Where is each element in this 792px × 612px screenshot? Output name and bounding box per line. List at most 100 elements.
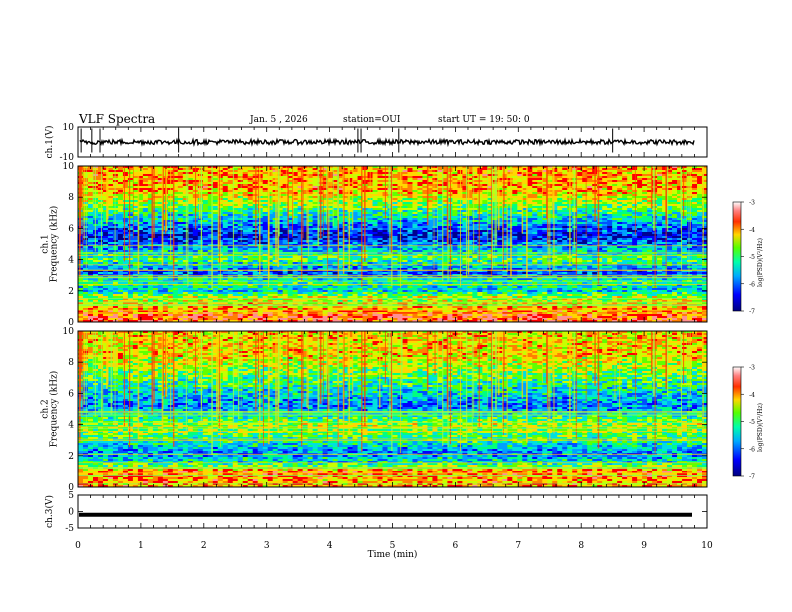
spectrogram-cell: [472, 170, 478, 173]
spectrogram-cell: [597, 198, 603, 201]
spectrogram-cell: [422, 190, 428, 193]
spectrogram-cell: [482, 214, 488, 217]
spectrogram-cell: [622, 218, 628, 221]
spectrogram-cell: [522, 200, 528, 203]
spectrogram-cell: [357, 178, 363, 181]
spectrogram-cell: [502, 188, 508, 191]
spectrogram-cell: [182, 178, 189, 181]
spectrogram-cell: [172, 214, 179, 217]
spectrogram-cell: [642, 192, 648, 195]
spectrogram-cell: [107, 186, 114, 189]
spectrogram-cell: [102, 170, 109, 173]
spectrogram-cell: [582, 234, 588, 237]
spectrogram-cell: [607, 228, 613, 231]
spectrogram-cell: [437, 184, 443, 187]
spectrogram-cell: [237, 194, 244, 197]
spectrogram-cell: [377, 242, 383, 245]
spectrogram-cell: [372, 214, 378, 217]
spectrogram-cell: [212, 182, 219, 185]
spectrogram-cell: [112, 244, 119, 247]
spectrogram-cell: [352, 206, 358, 209]
spectrogram-cell: [352, 234, 358, 237]
spectrogram-cell: [587, 214, 593, 217]
spectrogram-cell: [297, 180, 304, 183]
spectrogram-cell: [617, 186, 623, 189]
spectrogram-cell: [202, 184, 209, 187]
spectrogram-cell: [222, 214, 229, 217]
spectrogram-cell: [197, 194, 204, 197]
spectrogram-cell: [282, 240, 289, 243]
spectrogram-cell: [352, 184, 358, 187]
spectrogram-cell: [137, 220, 144, 223]
spectrogram-cell: [367, 214, 373, 217]
spectrogram-cell: [207, 176, 214, 179]
spectrogram-cell: [467, 238, 473, 241]
spectrogram-cell: [397, 194, 403, 197]
spectrogram-cell: [412, 244, 418, 247]
spectrogram-cell: [512, 222, 518, 225]
spectrogram-cell: [702, 198, 707, 201]
spectrogram-cell: [552, 206, 558, 209]
spectrogram-cell: [662, 222, 668, 225]
spectrogram-cell: [267, 170, 274, 173]
spectrogram-cell: [397, 188, 403, 191]
spectrogram-cell: [452, 234, 458, 237]
spectrogram-cell: [612, 228, 618, 231]
spectrogram-cell: [472, 220, 478, 223]
spectrogram-cell: [532, 196, 538, 199]
spectrogram-cell: [277, 244, 284, 247]
spectrogram-cell: [97, 220, 104, 223]
spectrogram-cell: [87, 232, 94, 235]
spectrogram-cell: [632, 230, 638, 233]
spectrogram-cell: [97, 224, 104, 227]
spectrogram-cell: [237, 230, 244, 233]
spectrogram-cell: [227, 238, 234, 241]
spectrogram-cell: [102, 224, 109, 227]
spectrogram-cell: [222, 190, 229, 193]
spectrogram-cell: [337, 220, 343, 223]
spectrogram-cell: [397, 220, 403, 223]
spectrogram-cell: [402, 236, 408, 239]
spectrogram-cell: [492, 226, 498, 229]
spectrogram-cell: [187, 174, 194, 177]
spectrogram-cell: [597, 196, 603, 199]
spectrogram-cell: [517, 182, 523, 185]
spectrogram-cell: [197, 198, 204, 201]
spectrogram-cell: [107, 218, 114, 221]
spectrogram-cell: [182, 228, 189, 231]
spectrogram-cell: [97, 192, 104, 195]
spectrogram-cell: [382, 240, 388, 243]
spectrogram-cell: [597, 166, 603, 169]
spectrogram-cell: [177, 202, 184, 205]
spectrogram-cell: [477, 166, 483, 169]
spectrogram-cell: [677, 176, 683, 179]
spectrogram-cell: [102, 186, 109, 189]
spectrogram-cell: [222, 204, 229, 207]
spectrogram-cell: [682, 172, 688, 175]
spectrogram-cell: [192, 230, 199, 233]
spectrogram-cell: [472, 186, 478, 189]
spectrogram-cell: [377, 192, 383, 195]
spectrogram-cell: [377, 240, 383, 243]
spectrogram-cell: [432, 184, 438, 187]
spectrogram-cell: [177, 228, 184, 231]
spectrogram-cell: [662, 208, 668, 211]
spectrogram-cell: [227, 196, 234, 199]
spectrogram-cell: [352, 226, 358, 229]
spectrogram-cell: [152, 216, 159, 219]
spectrogram-cell: [587, 194, 593, 197]
spectrogram-cell: [142, 228, 149, 231]
spectrogram-cell: [182, 234, 189, 237]
spectrogram-cell: [512, 198, 518, 201]
spectrogram-cell: [527, 210, 533, 213]
spectrogram-cell: [352, 244, 358, 247]
spectrogram-cell: [677, 174, 683, 177]
spectrogram-cell: [442, 172, 448, 175]
spectrogram-cell: [242, 198, 249, 201]
spectrogram-cell: [672, 206, 678, 209]
spectrogram-cell: [482, 196, 488, 199]
spectrogram-cell: [287, 194, 294, 197]
spectrogram-cell: [647, 192, 653, 195]
spectrogram-cell: [522, 184, 528, 187]
spectrogram-cell: [702, 188, 707, 191]
